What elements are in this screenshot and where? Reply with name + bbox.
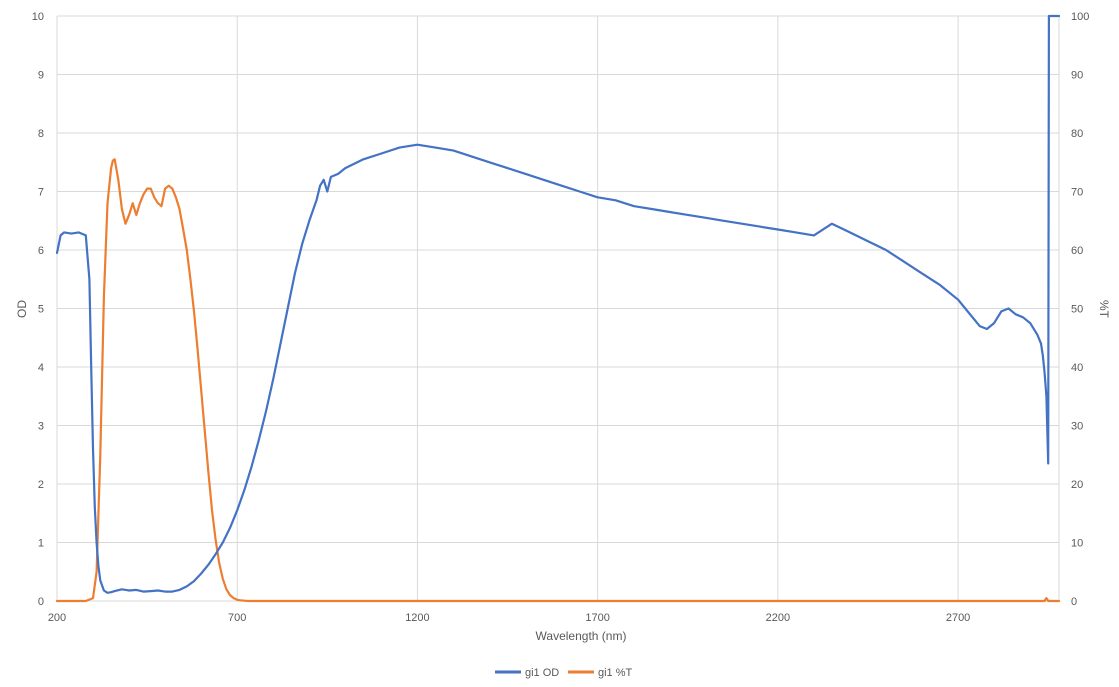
- y2-tick-label: 20: [1071, 479, 1083, 491]
- y-tick-label: 7: [38, 187, 44, 199]
- legend: gi1 OD gi1 %T: [495, 667, 633, 679]
- y-tick-label: 10: [32, 11, 44, 23]
- y-tick-label: 4: [38, 362, 44, 374]
- x-axis-ticks: 200 700 1200 1700 2200 2700: [48, 612, 971, 624]
- x-tick-label: 1700: [585, 612, 609, 624]
- right-axis-ticks: 0 10 20 30 40 50 60 70 80 90 100: [1071, 11, 1089, 608]
- y-tick-label: 3: [38, 421, 44, 433]
- y2-tick-label: 90: [1071, 70, 1083, 82]
- series-line-od: [55, 14, 1061, 594]
- y-tick-label: 1: [38, 538, 44, 550]
- y-tick-label: 5: [38, 304, 44, 316]
- y2-tick-label: 60: [1071, 245, 1083, 257]
- y-tick-label: 2: [38, 479, 44, 491]
- y2-tick-label: 70: [1071, 187, 1083, 199]
- x-tick-label: 700: [228, 612, 246, 624]
- legend-label-t: gi1 %T: [598, 667, 633, 679]
- x-axis-title: Wavelength (nm): [536, 629, 627, 643]
- y2-tick-label: 50: [1071, 304, 1083, 316]
- y2-tick-label: 40: [1071, 362, 1083, 374]
- left-axis-ticks: 0 1 2 3 4 5 6 7 8 9 10: [32, 11, 44, 608]
- y2-axis-title: %T: [1097, 300, 1111, 319]
- y2-tick-label: 0: [1071, 596, 1077, 608]
- x-tick-label: 2700: [946, 612, 970, 624]
- legend-label-od: gi1 OD: [525, 667, 559, 679]
- series-layer: [55, 14, 1061, 603]
- series-line-transmission: [55, 158, 1061, 603]
- y-tick-label: 9: [38, 70, 44, 82]
- y-axis-title: OD: [15, 300, 29, 318]
- y2-tick-label: 10: [1071, 538, 1083, 550]
- horizontal-gridlines: [57, 15, 1059, 602]
- x-tick-label: 1200: [405, 612, 429, 624]
- x-tick-label: 200: [48, 612, 66, 624]
- y-tick-label: 6: [38, 245, 44, 257]
- y-tick-label: 8: [38, 128, 44, 140]
- y2-tick-label: 100: [1071, 11, 1089, 23]
- y2-tick-label: 30: [1071, 421, 1083, 433]
- y-tick-label: 0: [38, 596, 44, 608]
- x-tick-label: 2200: [766, 612, 790, 624]
- y2-tick-label: 80: [1071, 128, 1083, 140]
